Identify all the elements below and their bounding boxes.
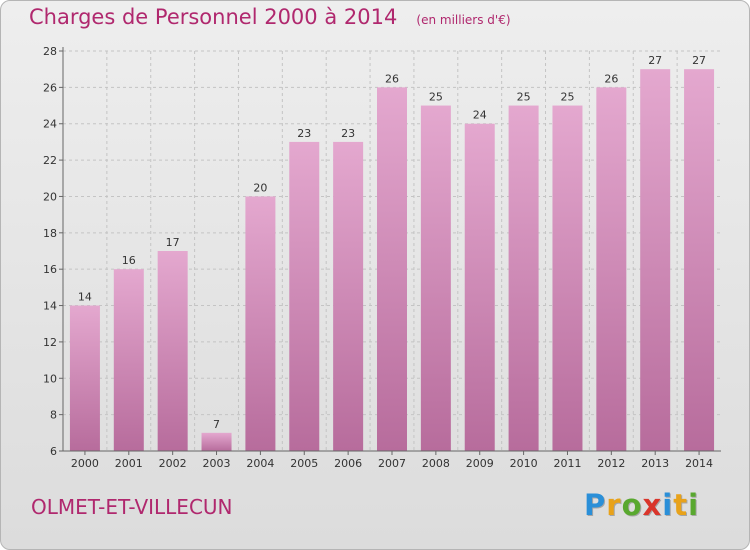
bar <box>289 141 320 451</box>
x-tick-label: 2008 <box>422 457 450 470</box>
data-label: 16 <box>122 254 136 267</box>
logo-letter: o <box>621 488 643 522</box>
data-label: 26 <box>385 72 399 85</box>
axes <box>59 47 721 455</box>
data-label: 7 <box>213 418 220 431</box>
y-tick-label: 22 <box>43 154 57 167</box>
data-label: 27 <box>692 54 706 67</box>
data-label: 26 <box>604 72 618 85</box>
data-label: 14 <box>78 291 92 304</box>
y-tick-label: 8 <box>50 409 57 422</box>
labels: 6 8 10 12 14 16 18 20 22 24 26 28 14 2000 16 2001 17 2002… <box>43 45 713 470</box>
y-tick-label: 16 <box>43 263 57 276</box>
x-tick-label: 2000 <box>71 457 99 470</box>
data-label: 24 <box>473 109 487 122</box>
data-label: 25 <box>429 91 443 104</box>
y-tick-label: 20 <box>43 190 57 203</box>
y-tick-label: 12 <box>43 336 57 349</box>
x-tick-label: 2005 <box>290 457 318 470</box>
bar <box>157 251 188 451</box>
bar <box>113 269 144 451</box>
x-tick-label: 2004 <box>246 457 274 470</box>
logo-letter: i <box>688 488 700 522</box>
data-label: 17 <box>166 236 180 249</box>
logo-letter: x <box>642 488 663 522</box>
data-label: 25 <box>517 91 531 104</box>
chart-subtitle: (en milliers d'€) <box>416 13 511 27</box>
proxiti-logo: Proxiti <box>584 488 699 522</box>
x-tick-label: 2010 <box>510 457 538 470</box>
y-tick-label: 18 <box>43 227 57 240</box>
commune-name: OLMET-ET-VILLECUN <box>31 495 233 519</box>
y-tick-label: 14 <box>43 300 57 313</box>
x-tick-label: 2014 <box>685 457 713 470</box>
y-tick-label: 28 <box>43 45 57 58</box>
y-tick-label: 6 <box>50 445 57 458</box>
y-tick-label: 26 <box>43 81 57 94</box>
data-label: 25 <box>560 91 574 104</box>
bar <box>684 69 715 451</box>
bar <box>552 105 583 451</box>
x-tick-label: 2001 <box>115 457 143 470</box>
data-label: 27 <box>648 54 662 67</box>
bar <box>464 123 495 452</box>
logo-letter: r <box>606 488 622 522</box>
bar <box>69 305 100 451</box>
chart-title: Charges de Personnel 2000 à 2014 <box>29 5 398 29</box>
data-label: 20 <box>253 181 267 194</box>
logo-letter: i <box>662 488 674 522</box>
x-tick-label: 2013 <box>641 457 669 470</box>
x-tick-label: 2002 <box>159 457 187 470</box>
x-tick-label: 2007 <box>378 457 406 470</box>
bar <box>201 432 232 451</box>
bar <box>377 87 407 451</box>
data-label: 23 <box>341 127 355 140</box>
data-label: 23 <box>297 127 311 140</box>
bars <box>69 69 715 452</box>
x-tick-label: 2009 <box>466 457 494 470</box>
x-tick-label: 2006 <box>334 457 362 470</box>
bar <box>245 196 276 451</box>
x-tick-label: 2012 <box>597 457 625 470</box>
title-row: Charges de Personnel 2000 à 2014 (en mil… <box>29 5 511 29</box>
bar <box>596 87 627 451</box>
bar <box>333 141 364 451</box>
logo-letter: P <box>584 488 607 522</box>
x-tick-label: 2011 <box>553 457 581 470</box>
y-tick-label: 10 <box>43 372 57 385</box>
bar <box>420 105 451 451</box>
y-tick-label: 24 <box>43 118 57 131</box>
bar <box>508 105 539 451</box>
x-tick-label: 2003 <box>203 457 231 470</box>
bar <box>640 69 671 451</box>
logo-letter: t <box>673 488 689 522</box>
